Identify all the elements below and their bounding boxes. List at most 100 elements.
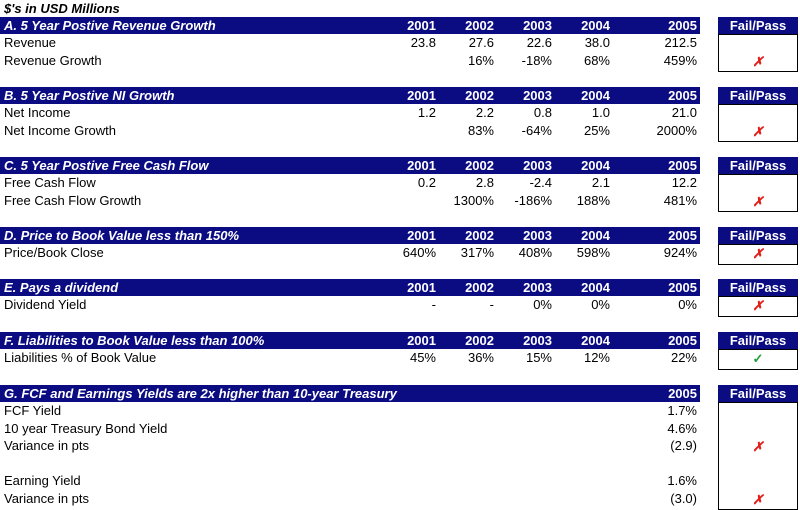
fail-pass-header: Fail/Pass xyxy=(718,279,798,296)
units-note: $'s in USD Millions xyxy=(4,1,120,16)
fail-x-icon: ✗ xyxy=(752,439,764,454)
year-header: 2001 xyxy=(407,333,436,348)
cell-value: 0.8 xyxy=(533,105,552,120)
cell-value: 22.6 xyxy=(526,35,552,50)
fail-pass-header: Fail/Pass xyxy=(718,17,798,34)
cell-value: 188% xyxy=(576,192,610,208)
cell-value: 1.7% xyxy=(667,403,697,418)
data-row xyxy=(0,456,700,473)
cell-value: 15% xyxy=(525,350,552,365)
row-label: 10 year Treasury Bond Yield xyxy=(4,420,168,436)
cell-value: -2.4 xyxy=(529,175,552,190)
cell-value: 12% xyxy=(583,350,610,365)
cell-value: - xyxy=(489,297,494,312)
section-header: E. Pays a dividend 2001 2002 2003 2004 2005 xyxy=(0,279,700,296)
year-header: 2003 xyxy=(523,158,552,173)
section-header: C. 5 Year Postive Free Cash Flow 2001 2002… xyxy=(0,157,700,174)
row-label: Net Income Growth xyxy=(4,122,116,138)
year-header: 2002 xyxy=(465,18,494,33)
cell-value: -18% xyxy=(521,52,552,68)
section-header: B. 5 Year Postive NI Growth 2001 2002 2003 2… xyxy=(0,87,700,104)
data-row: FCF Yield 1.7% xyxy=(0,403,700,420)
cell-value: 2.1 xyxy=(591,175,610,190)
fail-pass-box: ✗ xyxy=(718,244,798,265)
row-label: Variance in pts xyxy=(4,438,90,453)
year-header: 2001 xyxy=(407,280,436,295)
cell-value: 22% xyxy=(670,350,697,365)
cell-value: 16% xyxy=(467,52,494,68)
row-label: Free Cash Flow Growth xyxy=(4,192,142,208)
year-header: 2005 xyxy=(668,280,697,295)
data-row: Variance in pts (2.9) xyxy=(0,438,700,455)
cell-value: -64% xyxy=(521,122,552,138)
fail-pass-box: ✗ ✗ xyxy=(718,402,798,510)
year-header: 2004 xyxy=(581,228,610,243)
section-header: G. FCF and Earnings Yields are 2x higher… xyxy=(0,385,700,402)
cell-value: 68% xyxy=(583,52,610,68)
data-row: Liabilities % of Book Value 45% 36% 15% 12% 2… xyxy=(0,350,700,367)
data-row: Price/Book Close 640% 317% 408% 598% 924% xyxy=(0,245,700,262)
cell-value: 25% xyxy=(583,122,610,138)
data-row: Revenue 23.8 27.6 22.6 38.0 212.5 xyxy=(0,35,700,52)
row-label: Price/Book Close xyxy=(4,245,104,260)
row-label: Earning Yield xyxy=(4,473,81,488)
fail-pass-header: Fail/Pass xyxy=(718,227,798,244)
year-header: 2005 xyxy=(668,18,697,33)
fail-x-icon: ✗ xyxy=(752,53,764,69)
cell-value: 0.2 xyxy=(417,175,436,190)
cell-value: 459% xyxy=(663,52,697,68)
cell-value: 36% xyxy=(467,350,494,365)
year-header: 2005 xyxy=(668,88,697,103)
year-header: 2005 xyxy=(668,333,697,348)
row-label: Dividend Yield xyxy=(4,297,87,312)
year-header: 2005 xyxy=(668,158,697,173)
year-header: 2002 xyxy=(465,333,494,348)
cell-value: 481% xyxy=(663,192,697,208)
year-header: 2001 xyxy=(407,228,436,243)
row-label: Revenue Growth xyxy=(4,52,102,68)
year-header: 2002 xyxy=(465,228,494,243)
cell-value: 640% xyxy=(402,245,436,260)
cell-value: 1.2 xyxy=(417,105,436,120)
cell-value: 23.8 xyxy=(410,35,436,50)
section-title: C. 5 Year Postive Free Cash Flow xyxy=(4,158,209,173)
year-header: 2003 xyxy=(523,228,552,243)
row-label: Revenue xyxy=(4,35,57,50)
cell-value: 317% xyxy=(460,245,494,260)
cell-value: 21.0 xyxy=(671,105,697,120)
cell-value: 1300% xyxy=(453,192,494,208)
cell-value: -186% xyxy=(514,192,552,208)
cell-value: 0% xyxy=(591,297,610,312)
row-label: Free Cash Flow xyxy=(4,175,96,190)
cell-value: 83% xyxy=(467,122,494,138)
fail-pass-box: ✗ xyxy=(718,34,798,72)
cell-value: 27.6 xyxy=(468,35,494,50)
cell-value: 924% xyxy=(663,245,697,260)
pass-check-icon: ✓ xyxy=(752,351,764,366)
row-label: FCF Yield xyxy=(4,403,62,418)
year-header: 2003 xyxy=(523,333,552,348)
row-label: Variance in pts xyxy=(4,490,90,506)
data-row: Earning Yield 1.6% xyxy=(0,473,700,490)
cell-value: 0% xyxy=(533,297,552,312)
fail-pass-box: ✗ xyxy=(718,104,798,142)
row-label: Net Income xyxy=(4,105,71,120)
year-header: 2001 xyxy=(407,88,436,103)
fail-pass-box: ✓ xyxy=(718,349,798,370)
section-title: D. Price to Book Value less than 150% xyxy=(4,228,240,243)
cell-value: 4.6% xyxy=(667,420,697,436)
cell-value: 212.5 xyxy=(664,35,697,50)
fail-pass-box: ✗ xyxy=(718,296,798,317)
section-title: G. FCF and Earnings Yields are 2x higher… xyxy=(4,386,397,401)
row-label: Liabilities % of Book Value xyxy=(4,350,157,365)
fail-x-icon: ✗ xyxy=(752,193,764,209)
year-header: 2004 xyxy=(581,18,610,33)
year-header: 2003 xyxy=(523,18,552,33)
year-header: 2001 xyxy=(407,18,436,33)
cell-value: 2.2 xyxy=(475,105,494,120)
year-header: 2002 xyxy=(465,88,494,103)
data-row: Net Income Growth 83% -64% 25% 2000% xyxy=(0,123,700,140)
year-header: 2002 xyxy=(465,158,494,173)
data-row: 10 year Treasury Bond Yield 4.6% xyxy=(0,421,700,438)
fail-pass-header: Fail/Pass xyxy=(718,385,798,402)
